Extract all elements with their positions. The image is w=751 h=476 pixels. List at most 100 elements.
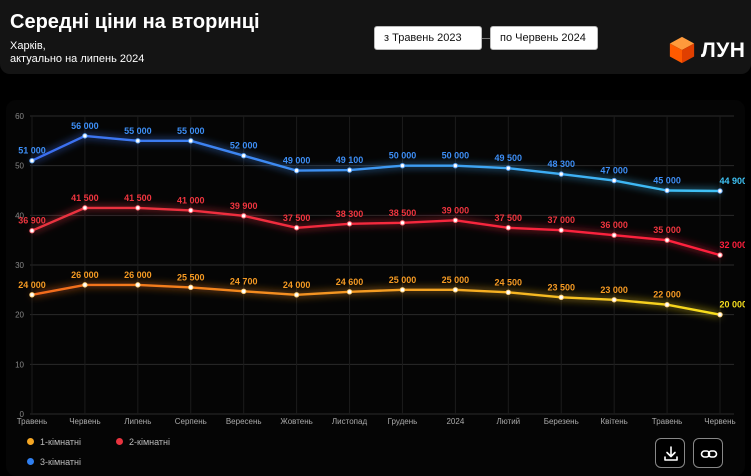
data-label: 25 500 <box>177 272 205 282</box>
date-separator <box>482 38 490 39</box>
data-point <box>29 292 35 298</box>
data-point <box>135 205 141 211</box>
data-point <box>452 287 459 293</box>
data-label: 25 000 <box>389 275 417 285</box>
data-point <box>611 297 617 303</box>
data-label: 26 000 <box>71 270 99 280</box>
download-button[interactable] <box>655 438 685 468</box>
data-point <box>399 162 406 169</box>
data-point <box>452 162 459 169</box>
data-label: 37 000 <box>547 215 575 225</box>
data-point <box>558 227 564 233</box>
data-point <box>346 221 353 227</box>
x-tick-label: Жовтень <box>280 417 312 426</box>
data-label: 37 500 <box>283 213 311 223</box>
data-label: 41 000 <box>177 195 205 205</box>
data-point <box>188 138 194 144</box>
data-label: 35 000 <box>653 225 681 235</box>
data-point <box>452 217 459 224</box>
y-tick-label: 30 <box>15 261 24 270</box>
data-label: 24 000 <box>18 280 46 290</box>
series-line-3 <box>31 283 721 316</box>
data-point <box>240 213 247 219</box>
series-line-2 <box>31 206 721 257</box>
data-label: 36 900 <box>18 216 46 226</box>
data-point <box>293 167 300 174</box>
data-label: 48 300 <box>547 159 575 169</box>
data-point <box>29 158 35 164</box>
x-tick-label: Травень <box>652 417 683 426</box>
data-label: 32 000 $ <box>719 240 745 250</box>
x-tick-label: Червень <box>704 417 735 426</box>
y-tick-label: 10 <box>15 360 24 369</box>
data-point <box>135 138 141 144</box>
data-point <box>505 289 512 296</box>
city-label: Харків, <box>10 40 46 52</box>
x-tick-label: Вересень <box>226 417 262 426</box>
x-tick-label: Липень <box>124 417 151 426</box>
data-label: 23 500 <box>547 282 575 292</box>
data-label: 41 500 <box>124 193 152 203</box>
legend-item-3-room: 3-кімнатні <box>27 457 81 467</box>
data-label: 47 000 <box>600 166 628 176</box>
data-point <box>717 311 723 318</box>
data-label: 39 900 <box>230 201 258 211</box>
data-label: 41 500 <box>71 193 99 203</box>
data-label: 45 000 <box>653 176 681 186</box>
date-from-select[interactable]: з Травень 2023 <box>374 26 482 50</box>
copy-link-button[interactable] <box>693 438 723 468</box>
data-point <box>611 232 617 238</box>
data-point <box>293 292 300 298</box>
data-point <box>346 289 353 295</box>
y-tick-label: 20 <box>15 311 24 320</box>
data-point <box>82 282 88 288</box>
data-point <box>664 187 670 194</box>
page-title: Середні ціни на вторинці <box>10 11 260 33</box>
data-point <box>664 302 670 308</box>
data-point <box>664 237 670 243</box>
data-label: 37 500 <box>495 213 523 223</box>
data-label: 55 000 <box>124 126 152 136</box>
series-line-1 <box>31 134 721 193</box>
data-label: 50 000 <box>389 151 417 161</box>
data-label: 24 000 <box>283 280 311 290</box>
data-point <box>717 252 723 258</box>
data-point <box>188 284 194 291</box>
y-tick-label: 40 <box>15 211 24 220</box>
legend-dot <box>27 458 34 466</box>
download-icon <box>664 446 678 461</box>
data-label: 51 000 <box>18 146 46 156</box>
data-label: 39 000 <box>442 205 470 215</box>
data-label: 55 000 <box>177 126 205 136</box>
data-label: 25 000 <box>442 275 470 285</box>
data-point <box>505 225 512 231</box>
data-point <box>505 165 512 171</box>
data-label: 49 000 <box>283 156 311 166</box>
legend-dot <box>27 438 34 446</box>
x-tick-label: Квітень <box>601 417 628 426</box>
x-tick-label: Червень <box>69 417 100 426</box>
data-label: 20 000 $ <box>719 300 745 310</box>
updated-label: актуально на липень 2024 <box>10 53 145 65</box>
data-point <box>399 220 406 226</box>
data-label: 38 500 <box>389 208 417 218</box>
data-point <box>293 225 300 231</box>
x-tick-label: Лютий <box>496 417 520 426</box>
data-point <box>135 282 141 288</box>
x-tick-label: Серпень <box>175 417 207 426</box>
data-point <box>240 153 247 159</box>
data-point <box>188 207 194 214</box>
logo-text: ЛУН <box>701 39 746 62</box>
link-icon <box>700 450 718 458</box>
data-point <box>29 228 35 234</box>
data-label: 49 500 <box>495 153 523 163</box>
x-tick-label: Березень <box>544 417 579 426</box>
data-point <box>240 288 247 295</box>
date-to-select[interactable]: по Червень 2024 <box>490 26 598 50</box>
data-point <box>399 287 406 293</box>
data-label: 23 000 <box>600 285 628 295</box>
data-label: 44 900 $ <box>719 176 745 186</box>
data-label: 24 700 <box>230 276 258 286</box>
chart-card: 0 10 20 30 40 50 60 51 000 56 000 55 000 55 000 52… <box>6 100 745 476</box>
x-tick-label: Грудень <box>388 417 418 426</box>
